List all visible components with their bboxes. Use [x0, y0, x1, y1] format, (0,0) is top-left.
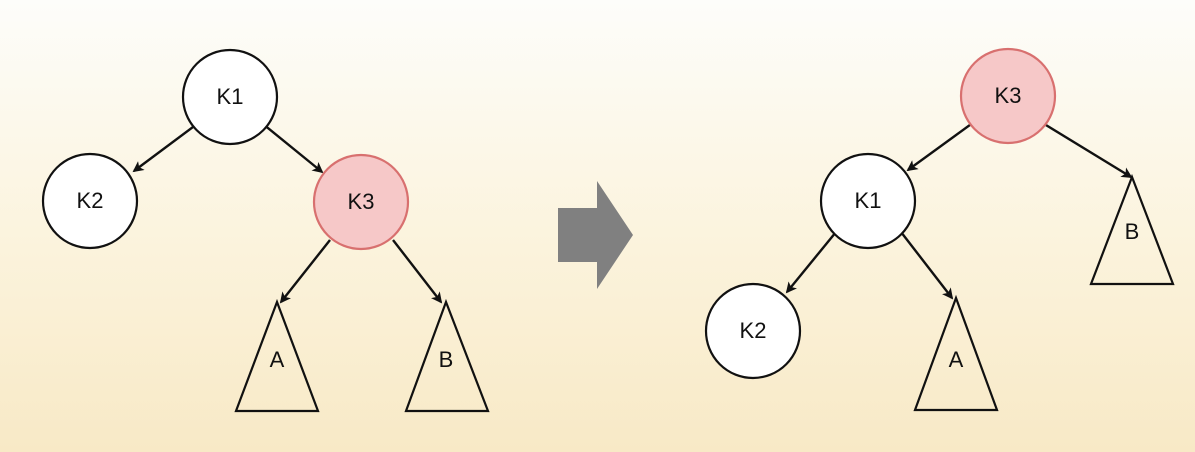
before-subtree-a-label: A	[270, 347, 285, 372]
before-tree: K1 K2 K3 A B	[41, 48, 490, 413]
after-node-k2-label: K2	[740, 318, 767, 343]
edge-k3-b	[392, 239, 443, 304]
after-node-k1-label: K1	[855, 188, 882, 213]
before-node-k2: K2	[41, 152, 139, 250]
before-node-k3: K3	[312, 153, 410, 251]
after-node-k2-circle	[704, 282, 802, 380]
before-node-k2-circle	[41, 152, 139, 250]
edge-k1-k3	[262, 123, 324, 174]
after-subtree-a-shape	[913, 294, 999, 412]
after-subtree-b-label: B	[1125, 219, 1140, 244]
before-subtree-b-shape	[404, 298, 490, 413]
after-node-k3-circle	[959, 47, 1057, 145]
after-node-k1-circle	[819, 152, 917, 250]
after-node-k2: K2	[704, 282, 802, 380]
before-subtree-a-shape	[234, 298, 320, 413]
before-node-k1-circle	[181, 48, 279, 146]
edge-k3-k1	[906, 121, 975, 172]
before-subtree-b-label: B	[439, 347, 454, 372]
before-subtree-a: A	[234, 298, 320, 413]
before-node-k3-circle	[312, 153, 410, 251]
edge-k3-b	[1040, 120, 1133, 179]
edge-k1-k2	[132, 123, 198, 173]
edge-k1-a	[900, 231, 954, 300]
right-arrow-icon	[558, 181, 633, 289]
after-subtree-b-shape	[1089, 173, 1175, 286]
edge-k3-a	[279, 239, 331, 304]
before-node-k3-label: K3	[348, 189, 375, 214]
before-subtree-b: B	[404, 298, 490, 413]
after-node-k1: K1	[819, 152, 917, 250]
before-node-k1: K1	[181, 48, 279, 146]
after-node-k3-label: K3	[995, 83, 1022, 108]
after-subtree-b: B	[1089, 173, 1175, 286]
before-node-k1-label: K1	[217, 84, 244, 109]
after-subtree-a-label: A	[949, 347, 964, 372]
after-tree: K3 K1 K2 A B	[704, 47, 1175, 412]
edge-k1-k2	[785, 231, 837, 294]
after-subtree-a: A	[913, 294, 999, 412]
before-node-k2-label: K2	[77, 188, 104, 213]
after-node-k3: K3	[959, 47, 1057, 145]
